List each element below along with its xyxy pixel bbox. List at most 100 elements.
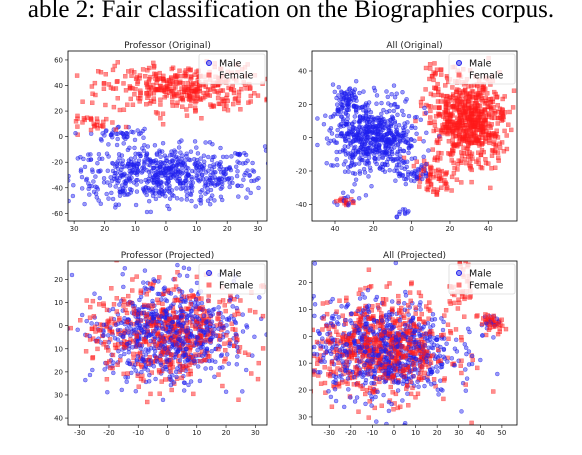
- point-female: [222, 303, 228, 308]
- point-female: [53, 129, 57, 133]
- point-male: [400, 207, 406, 212]
- x-tick-label: 20: [369, 225, 378, 233]
- point-female: [463, 382, 468, 387]
- point-male: [105, 333, 111, 338]
- point-male: [398, 172, 403, 177]
- point-female: [479, 165, 485, 171]
- point-female: [473, 140, 478, 146]
- point-male: [229, 176, 234, 181]
- point-male: [372, 88, 378, 93]
- point-male: [422, 105, 427, 111]
- point-female: [221, 102, 227, 107]
- point-male: [194, 280, 200, 286]
- point-female: [458, 363, 463, 368]
- point-male: [357, 296, 363, 301]
- point-male: [194, 341, 200, 347]
- point-male: [152, 348, 158, 354]
- point-male: [347, 140, 353, 146]
- point-male: [363, 150, 369, 155]
- point-male: [403, 99, 408, 104]
- point-female: [179, 104, 185, 109]
- point-male: [128, 322, 134, 327]
- point-male: [335, 107, 340, 113]
- point-male: [162, 346, 168, 351]
- point-male: [180, 165, 185, 171]
- point-male: [234, 362, 240, 367]
- point-female: [153, 355, 159, 361]
- point-male: [84, 318, 89, 324]
- point-male: [279, 167, 283, 171]
- point-male: [88, 131, 94, 136]
- point-male: [119, 320, 124, 326]
- point-male: [361, 89, 366, 94]
- point-female: [322, 380, 328, 386]
- point-male: [201, 167, 206, 172]
- point-male: [105, 168, 111, 174]
- point-male: [320, 336, 325, 341]
- point-male: [188, 149, 194, 154]
- point-male: [346, 387, 351, 392]
- point-male: [159, 149, 165, 154]
- point-male: [219, 352, 225, 358]
- point-male: [120, 158, 126, 163]
- point-female: [185, 80, 190, 86]
- point-male: [398, 139, 403, 144]
- point-male: [122, 171, 127, 177]
- point-female: [103, 102, 108, 108]
- y-tick-label: 0: [303, 134, 307, 142]
- point-female: [164, 93, 169, 98]
- point-female: [160, 121, 166, 127]
- point-female: [150, 303, 156, 308]
- point-male: [357, 118, 363, 124]
- point-female: [356, 409, 361, 414]
- point-male: [379, 111, 384, 117]
- point-male: [369, 183, 374, 189]
- point-female: [232, 343, 237, 348]
- point-female: [144, 315, 149, 320]
- point-male: [149, 319, 155, 324]
- point-female: [413, 311, 418, 316]
- point-female: [170, 308, 176, 314]
- point-female: [358, 287, 363, 292]
- point-male: [212, 374, 217, 380]
- point-female: [388, 384, 393, 390]
- point-female: [457, 300, 462, 305]
- y-tick-label: 10: [54, 299, 63, 307]
- point-male: [191, 358, 197, 364]
- point-male: [193, 204, 198, 209]
- point-male: [118, 173, 124, 178]
- point-female: [128, 96, 134, 102]
- point-male: [119, 153, 125, 158]
- point-female: [428, 115, 433, 120]
- point-female: [188, 302, 194, 307]
- point-female: [461, 145, 466, 151]
- point-male: [174, 374, 179, 380]
- point-male: [178, 309, 183, 314]
- point-male: [179, 289, 185, 295]
- point-male: [192, 139, 198, 144]
- point-male: [146, 347, 151, 352]
- point-male: [429, 317, 435, 323]
- point-female: [233, 327, 238, 332]
- point-male: [201, 153, 207, 158]
- point-male: [303, 351, 307, 355]
- point-female: [143, 338, 148, 344]
- point-male: [110, 130, 115, 136]
- point-male: [403, 176, 409, 182]
- point-female: [113, 86, 119, 91]
- point-female: [434, 192, 440, 197]
- point-male: [133, 368, 138, 373]
- point-female: [471, 117, 477, 122]
- point-male: [329, 163, 334, 168]
- chart-panel-3: Professor (Projected)-30 -20 -10 0 10 20 30201…: [54, 251, 268, 437]
- point-male: [115, 337, 121, 342]
- point-male: [400, 89, 405, 95]
- point-male: [135, 177, 140, 183]
- point-female: [75, 113, 80, 119]
- point-female: [101, 301, 106, 306]
- chart-panel-4: All (Projected)-30 -20 -10 0 10 20 30 40 5020100…: [298, 251, 518, 437]
- point-male: [135, 167, 140, 172]
- point-male: [98, 201, 104, 207]
- point-female: [502, 94, 507, 99]
- point-male: [162, 188, 168, 194]
